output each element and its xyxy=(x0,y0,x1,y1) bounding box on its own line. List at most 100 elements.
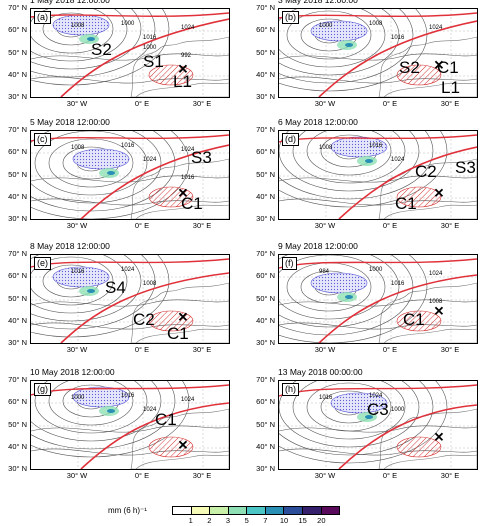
isobar-label: 1024 xyxy=(369,393,383,399)
latitude-label: 40° N xyxy=(8,316,27,325)
colorbar-ticks: 1 2 3 5 7 10 15 20 xyxy=(172,516,340,526)
feature-label: S2 xyxy=(399,58,420,77)
latitude-label: 40° N xyxy=(8,192,27,201)
longitude-label: 30° E xyxy=(440,99,460,108)
map-panel: 8 May 2018 12:00:00 1016 1024 1008 (e) S4 C2 C1… xyxy=(8,241,230,354)
feature-label: C3 xyxy=(367,400,389,419)
panel-label: (d) xyxy=(282,133,299,146)
isobar-label: 1016 xyxy=(319,395,333,401)
latitude-label: 50° N xyxy=(256,294,275,303)
isobar-label: 1024 xyxy=(429,271,443,277)
latitude-label: 70° N xyxy=(256,125,275,134)
isobar-label: 1008 xyxy=(71,145,85,151)
isobar-label: 984 xyxy=(319,269,330,275)
map-panel: 1 May 2018 12:00:00 1008 1000 1016 1024 992 10… xyxy=(8,0,230,108)
cross-marker-icon: ✕ xyxy=(177,61,189,77)
panel-date: 1 May 2018 12:00:00 xyxy=(30,0,110,5)
latitude-label: 60° N xyxy=(8,397,27,406)
map-area: 1016 1024 1000 (h) C3 ✕ xyxy=(278,380,478,470)
feature-label: C2 xyxy=(415,162,437,181)
feature-label: S4 xyxy=(105,278,126,297)
cross-marker-icon: ✕ xyxy=(177,309,189,325)
latitude-label: 70° N xyxy=(8,375,27,384)
feature-label: L1 xyxy=(173,72,192,91)
latitude-label: 60° N xyxy=(256,25,275,34)
longitude-label: 30° E xyxy=(440,345,460,354)
latitude-label: 40° N xyxy=(256,442,275,451)
feature-label: C1 xyxy=(155,410,177,429)
colorbar-tick-label: 7 xyxy=(263,516,268,525)
map-area: 1008 1000 1016 1024 992 1000 (a) S2 S1 L1 ✕ xyxy=(30,8,230,98)
latitude-label: 70° N xyxy=(256,375,275,384)
latitude-label: 50° N xyxy=(256,420,275,429)
isobar-label: 1016 xyxy=(391,281,405,287)
latitude-label: 40° N xyxy=(8,70,27,79)
latitude-label: 70° N xyxy=(256,3,275,12)
longitude-label: 0° E xyxy=(134,471,150,480)
feature-label: C1 xyxy=(395,194,417,213)
longitude-label: 0° E xyxy=(382,221,398,230)
isobar-label: 1024 xyxy=(429,25,443,31)
map-panel: 13 May 2018 00:00:00 1016 1024 1000 (h) C3 ✕ 70… xyxy=(256,367,478,480)
cross-marker-icon: ✕ xyxy=(433,185,445,201)
colorbar-segment xyxy=(247,507,266,514)
feature-label: C1 xyxy=(437,58,459,77)
isobar-label: 1024 xyxy=(181,397,195,403)
latitude-label: 70° N xyxy=(8,3,27,12)
colorbar-tick-label: 20 xyxy=(317,516,326,525)
isobar-label: 1016 xyxy=(143,35,157,41)
isobar-label: 1000 xyxy=(369,267,383,273)
map-panel: 5 May 2018 12:00:00 1008 1016 1024 1024 1016 (… xyxy=(8,117,230,230)
colorbar-tick-label: 3 xyxy=(225,516,231,525)
latitude-label: 50° N xyxy=(8,294,27,303)
colorbar-tick-label: 5 xyxy=(244,516,249,525)
colorbar-segment xyxy=(210,507,229,514)
map-panel: 9 May 2018 12:00:00 984 1000 1016 1024 1008 (f… xyxy=(256,241,478,354)
panel-date: 6 May 2018 12:00:00 xyxy=(278,117,358,127)
longitude-label: 30° W xyxy=(66,221,88,230)
colorbar-segment xyxy=(228,507,248,514)
map-area: 984 1000 1016 1024 1008 (f) C1 ✕ xyxy=(278,254,478,344)
longitude-label: 30° W xyxy=(314,471,336,480)
map-plot: 1016 1024 1008 xyxy=(31,255,229,343)
colorbar-segment xyxy=(191,507,211,514)
isobar-label: 1024 xyxy=(143,407,157,413)
latitude-label: 30° N xyxy=(256,92,275,101)
map-plot: 1008 1000 1016 1024 992 1000 xyxy=(31,9,229,97)
latitude-label: 60° N xyxy=(256,147,275,156)
panel-date: 3 May 2018 12:00:00 xyxy=(278,0,358,5)
isobar-label: 1000 xyxy=(121,21,135,27)
isobar-label: 1008 xyxy=(143,281,157,287)
longitude-label: 30° E xyxy=(440,221,460,230)
longitude-label: 0° E xyxy=(382,345,398,354)
isobar-label: 1016 xyxy=(71,269,85,275)
colorbar-segment xyxy=(284,507,303,514)
longitude-label: 30° W xyxy=(66,345,88,354)
colorbar-tick-label: 1 xyxy=(188,516,193,525)
longitude-label: 30° E xyxy=(192,221,212,230)
feature-label: S2 xyxy=(91,40,112,59)
latitude-label: 30° N xyxy=(256,214,275,223)
panel-date: 8 May 2018 12:00:00 xyxy=(30,241,110,251)
isobar-label: 1000 xyxy=(391,407,405,413)
latitude-label: 40° N xyxy=(8,442,27,451)
map-area: 1000 1016 1024 1024 (g) C1 ✕ xyxy=(30,380,230,470)
isobar-label: 1016 xyxy=(121,143,135,149)
map-area: 1008 1016 1024 1024 1016 (c) S3 C1 ✕ xyxy=(30,130,230,220)
panel-date: 9 May 2018 12:00:00 xyxy=(278,241,358,251)
longitude-label: 30° W xyxy=(314,99,336,108)
isobar-label: 1016 xyxy=(369,143,383,149)
panel-label: (a) xyxy=(34,11,51,24)
isobar-label: 1008 xyxy=(319,145,333,151)
longitude-label: 30° E xyxy=(440,471,460,480)
cross-marker-icon: ✕ xyxy=(177,185,189,201)
map-panel: 6 May 2018 12:00:00 1008 1016 1024 (d) C2 S3 C1… xyxy=(256,117,478,230)
latitude-label: 30° N xyxy=(8,464,27,473)
isobar-label: 1024 xyxy=(121,267,135,273)
isobar-label: 1008 xyxy=(369,21,383,27)
panel-date: 10 May 2018 12:00:00 xyxy=(30,367,115,377)
panel-label: (h) xyxy=(282,383,299,396)
cross-marker-icon: ✕ xyxy=(433,429,445,445)
map-panel: 3 May 2018 12:00:00 1000 1008 1016 1024 (b) S2… xyxy=(256,0,478,108)
latitude-label: 30° N xyxy=(8,214,27,223)
